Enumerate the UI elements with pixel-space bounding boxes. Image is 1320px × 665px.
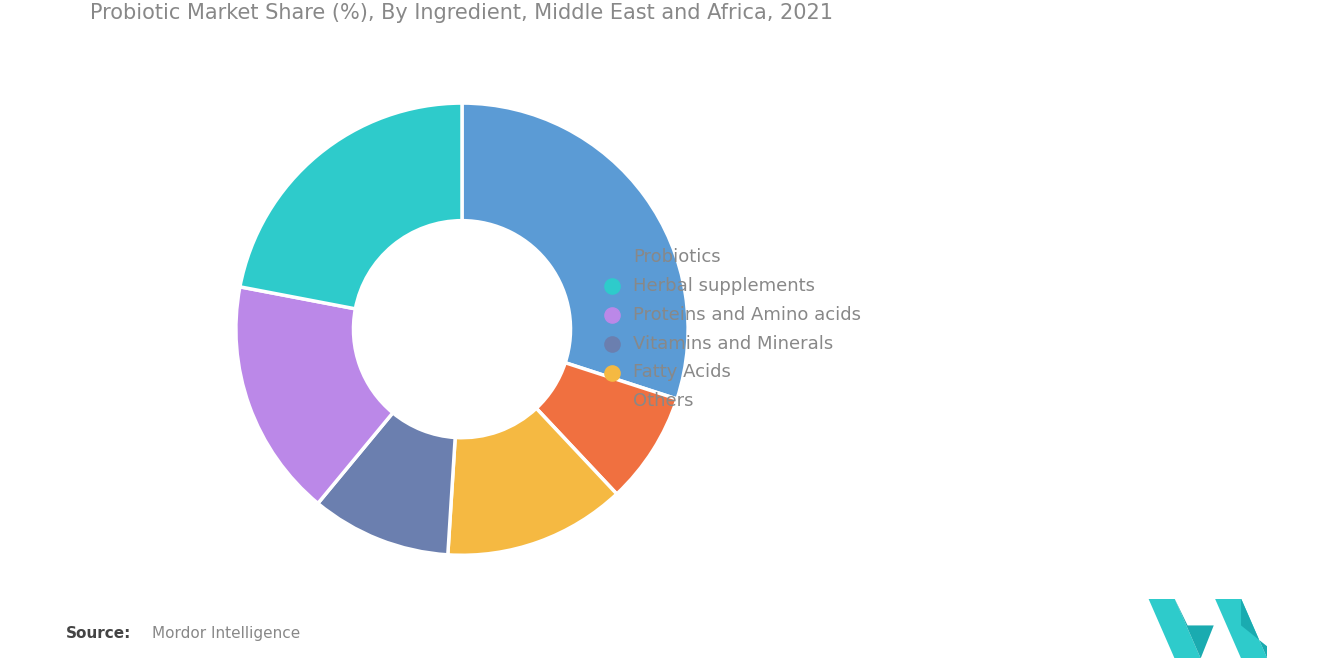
Wedge shape [447,408,616,555]
Legend: Probiotics, Herbal supplements, Proteins and Amino acids, Vitamins and Minerals,: Probiotics, Herbal supplements, Proteins… [595,239,870,420]
Wedge shape [240,103,462,309]
Polygon shape [1148,598,1201,658]
Polygon shape [1214,598,1267,658]
Title: Probiotic Market Share (%), By Ingredient, Middle East and Africa, 2021: Probiotic Market Share (%), By Ingredien… [91,3,833,23]
Text: Source:: Source: [66,626,132,642]
Wedge shape [236,287,393,503]
Wedge shape [318,413,455,555]
Polygon shape [1175,598,1214,658]
Polygon shape [1241,598,1267,658]
Wedge shape [462,103,688,399]
Wedge shape [536,362,677,494]
Text: Mordor Intelligence: Mordor Intelligence [152,626,300,642]
